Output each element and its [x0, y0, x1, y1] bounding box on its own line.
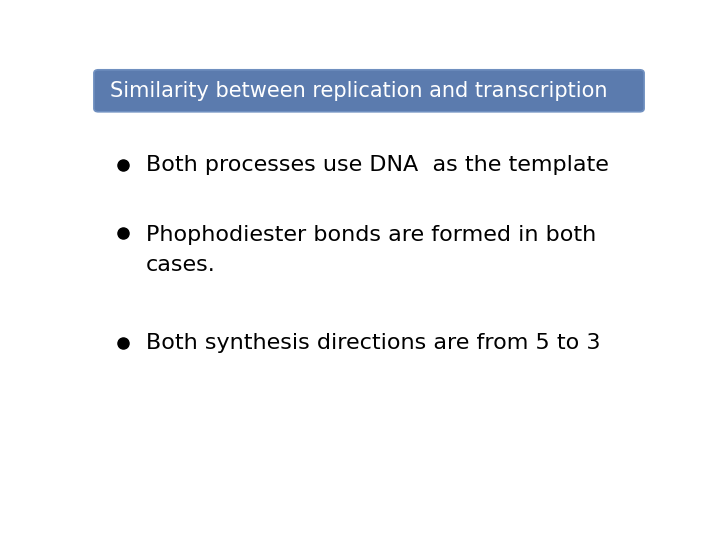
Text: Similarity between replication and transcription: Similarity between replication and trans… — [109, 81, 607, 101]
Text: Phophodiester bonds are formed in both
cases.: Phophodiester bonds are formed in both c… — [145, 225, 596, 275]
FancyBboxPatch shape — [94, 70, 644, 112]
Text: Both synthesis directions are from 5 to 3: Both synthesis directions are from 5 to … — [145, 333, 600, 353]
Text: Both processes use DNA  as the template: Both processes use DNA as the template — [145, 154, 608, 174]
